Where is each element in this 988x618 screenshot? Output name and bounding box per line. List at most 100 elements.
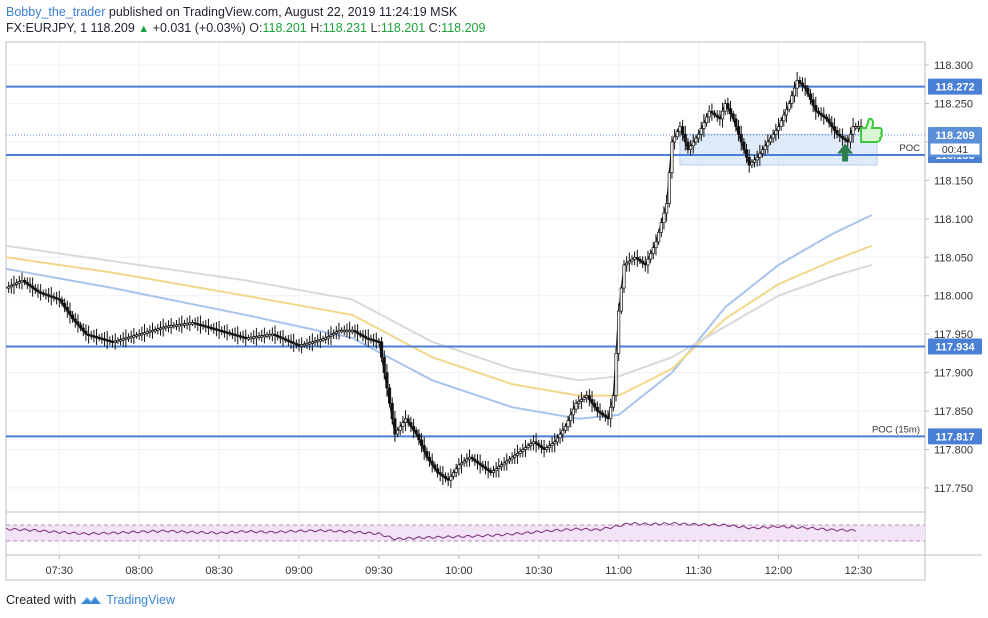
grid: [6, 42, 925, 553]
candle-body: [198, 323, 203, 327]
candle-body: [156, 328, 160, 331]
candle-body: [739, 133, 743, 143]
candle-body: [204, 325, 208, 328]
tradingview-brand[interactable]: TradingView: [106, 593, 175, 607]
candle-body: [406, 418, 410, 423]
candle-body: [840, 135, 844, 139]
level-price-label: 117.817: [935, 431, 974, 443]
candle-body: [225, 331, 229, 334]
candle-body: [707, 110, 711, 118]
candle-body: [681, 126, 685, 135]
candle-body: [361, 334, 365, 337]
high-value: 118.231: [322, 21, 367, 35]
candle-body: [95, 336, 99, 339]
candle-body: [830, 122, 834, 127]
candle-body: [590, 399, 594, 404]
candle-body: [71, 314, 75, 320]
candle-body: [212, 327, 216, 330]
candle-body: [459, 462, 464, 466]
candle-body: [846, 139, 850, 143]
candle-body: [582, 397, 586, 400]
candle-body: [305, 343, 309, 346]
candle-body: [598, 410, 602, 414]
candle-body: [366, 337, 370, 340]
candle-body: [23, 279, 27, 283]
candle-body: [33, 287, 37, 291]
candle-body: [164, 326, 168, 329]
rsi-band: [6, 525, 925, 541]
candle-body: [126, 336, 131, 340]
candle-body: [486, 468, 490, 471]
candle-body: [7, 286, 11, 289]
candle-body: [87, 333, 91, 337]
candle-body: [478, 462, 482, 466]
candle-body: [337, 329, 341, 333]
price-tick-label: 117.950: [934, 329, 973, 341]
candle-body: [838, 133, 842, 137]
candle-body: [419, 439, 424, 446]
candle-body: [47, 294, 51, 297]
annotations[interactable]: [837, 117, 883, 162]
candle-body: [758, 153, 762, 158]
candle-body: [358, 333, 362, 336]
candle-body: [657, 231, 661, 243]
candle-body: [158, 327, 163, 330]
candle-body: [188, 322, 192, 325]
candle-body: [473, 458, 477, 462]
time-axis[interactable]: 07:30 08:00 08:30 09:00 09:30 10:00 10:30 11:00…: [46, 555, 873, 577]
candle-body: [313, 340, 317, 343]
candle-body: [710, 110, 714, 114]
candle-body: [377, 340, 381, 343]
footer: Created with TradingView: [6, 593, 175, 607]
candle-body: [808, 93, 813, 101]
candle-body: [449, 476, 453, 481]
candle-body: [294, 343, 298, 346]
candle-body: [547, 445, 551, 448]
candle-body: [441, 474, 445, 477]
candle-body: [412, 426, 416, 431]
candle-body: [73, 318, 77, 323]
time-tick-label: 09:30: [365, 565, 393, 577]
candle-body: [25, 281, 29, 285]
candle-body: [286, 339, 290, 342]
candle-body: [713, 112, 717, 116]
candle-body: [15, 282, 19, 285]
candle-body: [161, 326, 165, 330]
candle-body: [483, 466, 488, 470]
candle-body: [742, 141, 746, 150]
candle-body: [79, 324, 83, 329]
candle-body: [550, 443, 554, 446]
candle-body: [65, 306, 69, 312]
candle-body: [249, 336, 253, 340]
candle-body: [284, 338, 288, 341]
price-series: [5, 71, 925, 488]
price-axis[interactable]: 117.750 117.800 117.850 117.900 117.950 118.0…: [925, 60, 982, 495]
author-name[interactable]: Bobby_the_trader: [6, 5, 106, 19]
candle-body: [372, 339, 376, 342]
candle-body: [118, 339, 123, 342]
candle-body: [518, 451, 522, 454]
candle-body: [220, 329, 224, 333]
candle-body: [60, 299, 64, 304]
candle-body: [587, 395, 591, 400]
candle-body: [427, 456, 432, 462]
candle-body: [457, 464, 461, 470]
candle-body: [268, 334, 272, 337]
candle-body: [260, 335, 264, 338]
candle-body: [779, 120, 783, 127]
candle-body: [209, 326, 213, 330]
candle-body: [374, 339, 378, 343]
candle-body: [334, 331, 338, 334]
candle-body: [289, 340, 293, 343]
candle-body: [651, 247, 655, 254]
candle-body: [297, 344, 301, 347]
candle-body: [382, 356, 386, 373]
candle-body: [12, 283, 16, 287]
candle-body: [558, 433, 562, 439]
candle-body: [622, 264, 626, 289]
tradingview-logo-icon: [81, 596, 102, 604]
candle-body: [28, 283, 32, 287]
candle-body: [422, 445, 426, 452]
price-tick-label: 117.850: [934, 406, 973, 418]
